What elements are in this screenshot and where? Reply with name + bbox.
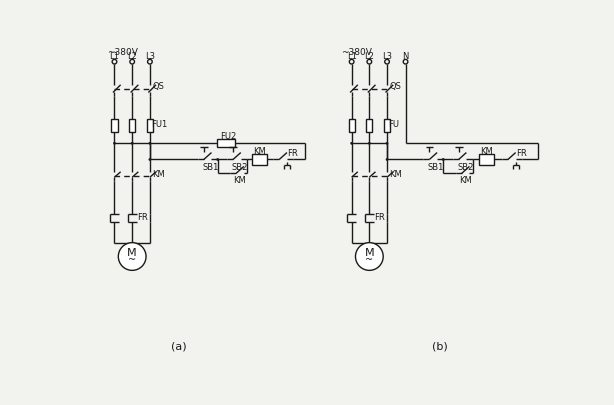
Text: KM: KM [459,176,472,185]
Bar [217,139,235,147]
Text: ~: ~ [365,255,373,265]
Circle shape [386,158,389,161]
Circle shape [149,142,151,145]
Text: L2: L2 [127,52,137,61]
Text: QS: QS [152,82,164,91]
Circle shape [386,142,389,145]
Text: L3: L3 [382,52,392,61]
Circle shape [119,243,146,271]
Bar [367,119,373,132]
Text: SB2: SB2 [457,163,473,172]
Circle shape [350,142,353,145]
Text: SB1: SB1 [202,163,219,172]
Text: FU2: FU2 [220,132,236,141]
Text: (a): (a) [171,341,186,352]
Circle shape [442,158,445,161]
Bar [147,119,153,132]
Text: ~380V: ~380V [341,48,371,57]
Text: FR: FR [137,213,147,222]
Text: FU1: FU1 [152,119,168,128]
Text: L1: L1 [347,52,357,61]
Text: QS: QS [389,82,401,91]
Text: L3: L3 [145,52,155,61]
Text: (b): (b) [432,341,448,352]
Text: FR: FR [374,213,385,222]
Circle shape [368,142,371,145]
Text: M: M [127,248,137,258]
Text: L2: L2 [364,52,375,61]
Circle shape [356,243,383,271]
Text: KM: KM [389,170,402,179]
Bar [479,154,494,165]
Circle shape [216,158,219,161]
Circle shape [113,142,116,145]
Text: KM: KM [480,147,493,156]
Text: M: M [365,248,374,258]
Text: SB2: SB2 [231,163,248,172]
Text: FR: FR [516,149,526,158]
Text: SB1: SB1 [428,163,445,172]
Text: L1: L1 [109,52,119,61]
Bar [252,154,267,165]
Text: ~: ~ [128,255,136,265]
Text: N: N [402,52,409,61]
Bar [129,119,135,132]
Text: FR: FR [287,149,298,158]
Bar [349,119,355,132]
Text: KM: KM [152,170,165,179]
Text: ~380V: ~380V [107,48,138,57]
Text: KM: KM [233,176,246,185]
Text: KM: KM [253,147,266,156]
Circle shape [149,158,151,161]
Circle shape [131,142,134,145]
Text: FU: FU [389,119,400,128]
Bar [111,119,117,132]
Bar [384,119,390,132]
